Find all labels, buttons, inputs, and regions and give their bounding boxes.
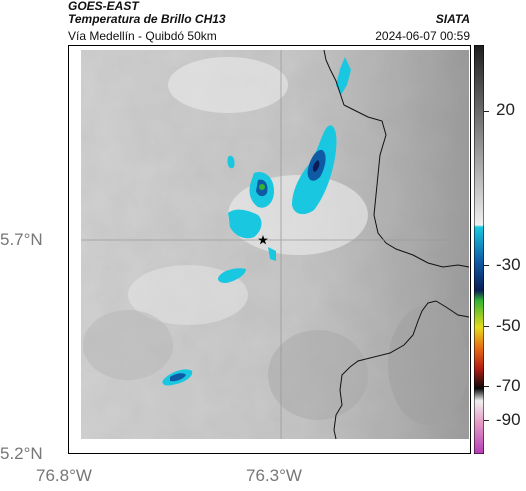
colorbar-tick [484,420,489,421]
colorbar-tick [484,111,489,112]
graticule [81,50,469,439]
colorbar [474,45,484,454]
colorbar-tick-label: -90 [496,410,521,429]
colorbar-tick-label: 20 [496,100,515,119]
colorbar-tick-label: -30 [496,255,521,274]
brightness-temperature-map [68,45,471,454]
star-icon [258,235,268,245]
colorbar-tick [484,265,489,266]
y-tick-label: 5.2°N [0,444,43,463]
cold-cloud-tops [162,57,351,386]
x-tick-label: 76.8°W [36,466,92,485]
y-tick-label: 5.7°N [0,230,43,249]
route-subtitle: Vía Medellín - Quibdó 50km [68,29,217,43]
source-label: SIATA [435,12,470,26]
colorbar-tick-label: -50 [496,316,521,335]
x-tick-label: 76.3°W [246,466,302,485]
colorbar-tick [484,386,489,387]
country-borders [323,49,470,440]
datetime-label: 2024-06-07 00:59 [375,29,470,43]
colorbar-tick [484,326,489,327]
product-title: Temperatura de Brillo CH13 [68,12,226,26]
colorbar-tick-label: -70 [496,376,521,395]
satellite-title: GOES-EAST [68,0,139,13]
